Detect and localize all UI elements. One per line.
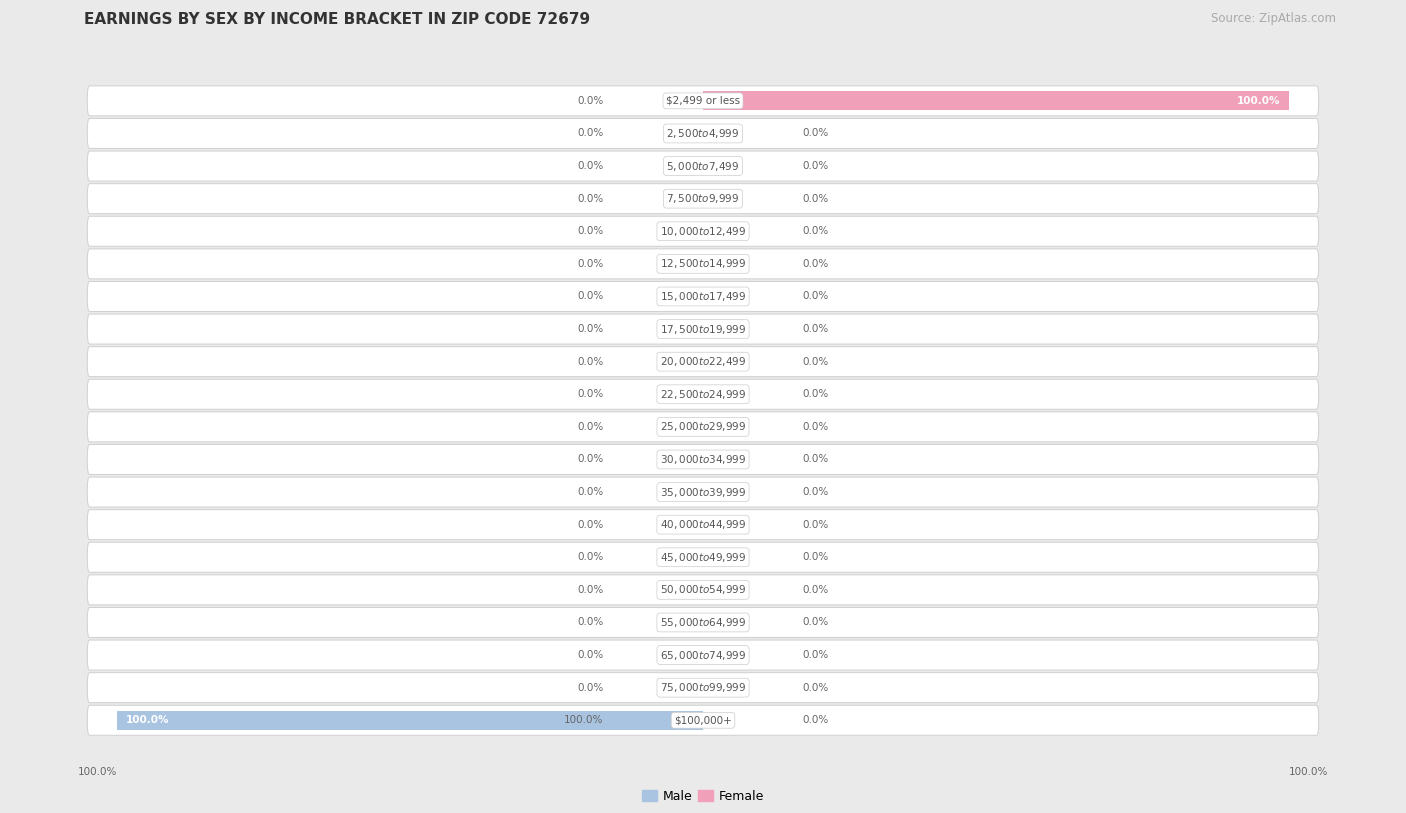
Text: $2,500 to $4,999: $2,500 to $4,999 <box>666 127 740 140</box>
Text: 0.0%: 0.0% <box>803 226 830 237</box>
FancyBboxPatch shape <box>87 380 1319 409</box>
FancyBboxPatch shape <box>87 249 1319 279</box>
Text: 0.0%: 0.0% <box>803 585 830 595</box>
Text: $2,499 or less: $2,499 or less <box>666 96 740 106</box>
Text: 100.0%: 100.0% <box>1289 767 1329 777</box>
Legend: Male, Female: Male, Female <box>643 789 763 802</box>
FancyBboxPatch shape <box>87 640 1319 670</box>
FancyBboxPatch shape <box>87 412 1319 441</box>
Text: 0.0%: 0.0% <box>576 128 603 138</box>
Text: 0.0%: 0.0% <box>803 683 830 693</box>
Text: $100,000+: $100,000+ <box>673 715 733 725</box>
Bar <box>117 711 703 730</box>
FancyBboxPatch shape <box>87 510 1319 540</box>
Text: $40,000 to $44,999: $40,000 to $44,999 <box>659 518 747 531</box>
Text: 100.0%: 100.0% <box>125 715 169 725</box>
Text: 0.0%: 0.0% <box>803 259 830 269</box>
FancyBboxPatch shape <box>87 575 1319 605</box>
Text: 0.0%: 0.0% <box>576 617 603 628</box>
Text: 0.0%: 0.0% <box>576 259 603 269</box>
Text: $12,500 to $14,999: $12,500 to $14,999 <box>659 258 747 271</box>
Text: 0.0%: 0.0% <box>576 683 603 693</box>
Text: 0.0%: 0.0% <box>576 324 603 334</box>
Text: $22,500 to $24,999: $22,500 to $24,999 <box>659 388 747 401</box>
FancyBboxPatch shape <box>87 281 1319 311</box>
Text: 0.0%: 0.0% <box>803 292 830 302</box>
FancyBboxPatch shape <box>87 151 1319 181</box>
Text: 0.0%: 0.0% <box>803 324 830 334</box>
Text: 0.0%: 0.0% <box>576 552 603 563</box>
Text: EARNINGS BY SEX BY INCOME BRACKET IN ZIP CODE 72679: EARNINGS BY SEX BY INCOME BRACKET IN ZIP… <box>84 12 591 27</box>
Text: 0.0%: 0.0% <box>576 357 603 367</box>
Text: 0.0%: 0.0% <box>803 161 830 171</box>
Text: $50,000 to $54,999: $50,000 to $54,999 <box>659 584 747 597</box>
Text: $5,000 to $7,499: $5,000 to $7,499 <box>666 159 740 172</box>
FancyBboxPatch shape <box>87 445 1319 475</box>
Text: $20,000 to $22,499: $20,000 to $22,499 <box>659 355 747 368</box>
Text: 0.0%: 0.0% <box>803 715 830 725</box>
Text: $17,500 to $19,999: $17,500 to $19,999 <box>659 323 747 336</box>
Text: 0.0%: 0.0% <box>803 193 830 204</box>
Text: 0.0%: 0.0% <box>576 292 603 302</box>
Text: Source: ZipAtlas.com: Source: ZipAtlas.com <box>1211 12 1336 25</box>
Text: 100.0%: 100.0% <box>564 715 603 725</box>
FancyBboxPatch shape <box>87 184 1319 214</box>
Text: 0.0%: 0.0% <box>576 389 603 399</box>
Text: 0.0%: 0.0% <box>576 585 603 595</box>
Text: $45,000 to $49,999: $45,000 to $49,999 <box>659 550 747 563</box>
Text: 0.0%: 0.0% <box>576 226 603 237</box>
Text: 0.0%: 0.0% <box>576 487 603 497</box>
FancyBboxPatch shape <box>87 216 1319 246</box>
Text: 0.0%: 0.0% <box>803 650 830 660</box>
Text: 0.0%: 0.0% <box>576 193 603 204</box>
Bar <box>703 91 1289 111</box>
Text: 0.0%: 0.0% <box>576 422 603 432</box>
Text: $10,000 to $12,499: $10,000 to $12,499 <box>659 224 747 237</box>
Text: $15,000 to $17,499: $15,000 to $17,499 <box>659 290 747 303</box>
Text: 100.0%: 100.0% <box>77 767 117 777</box>
Text: $35,000 to $39,999: $35,000 to $39,999 <box>659 485 747 498</box>
Text: 0.0%: 0.0% <box>803 357 830 367</box>
Text: $25,000 to $29,999: $25,000 to $29,999 <box>659 420 747 433</box>
FancyBboxPatch shape <box>87 607 1319 637</box>
FancyBboxPatch shape <box>87 542 1319 572</box>
FancyBboxPatch shape <box>87 705 1319 735</box>
Text: $7,500 to $9,999: $7,500 to $9,999 <box>666 192 740 205</box>
Text: 0.0%: 0.0% <box>576 454 603 464</box>
Text: $30,000 to $34,999: $30,000 to $34,999 <box>659 453 747 466</box>
FancyBboxPatch shape <box>87 672 1319 702</box>
Text: 0.0%: 0.0% <box>803 128 830 138</box>
Text: 0.0%: 0.0% <box>576 520 603 529</box>
FancyBboxPatch shape <box>87 314 1319 344</box>
Text: 0.0%: 0.0% <box>803 389 830 399</box>
Text: 0.0%: 0.0% <box>576 650 603 660</box>
Text: 0.0%: 0.0% <box>803 422 830 432</box>
Text: 0.0%: 0.0% <box>576 96 603 106</box>
Text: 0.0%: 0.0% <box>576 161 603 171</box>
Text: $65,000 to $74,999: $65,000 to $74,999 <box>659 649 747 662</box>
FancyBboxPatch shape <box>87 346 1319 376</box>
Text: $55,000 to $64,999: $55,000 to $64,999 <box>659 616 747 629</box>
Text: 0.0%: 0.0% <box>803 617 830 628</box>
Text: 0.0%: 0.0% <box>803 520 830 529</box>
Text: $75,000 to $99,999: $75,000 to $99,999 <box>659 681 747 694</box>
Text: 100.0%: 100.0% <box>1237 96 1281 106</box>
Text: 0.0%: 0.0% <box>803 552 830 563</box>
FancyBboxPatch shape <box>87 119 1319 149</box>
Text: 0.0%: 0.0% <box>803 454 830 464</box>
FancyBboxPatch shape <box>87 477 1319 507</box>
FancyBboxPatch shape <box>87 86 1319 116</box>
Text: 0.0%: 0.0% <box>803 487 830 497</box>
